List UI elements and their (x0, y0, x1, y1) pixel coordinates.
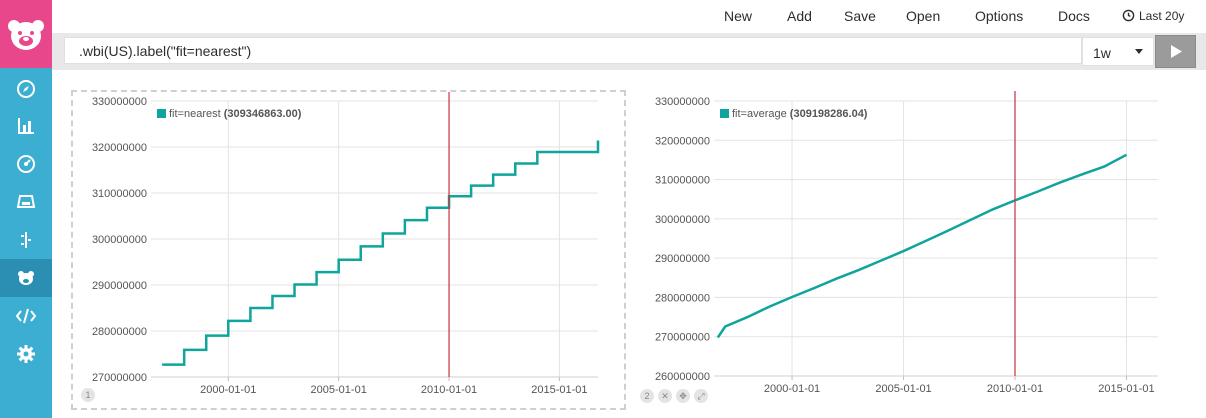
move-panel-icon[interactable]: ✥ (676, 389, 690, 403)
interval-select[interactable]: 1w (1082, 37, 1154, 66)
x-tick-label: 2015-01-01 (1098, 383, 1154, 395)
sidebar-item-dashboard[interactable] (0, 145, 52, 183)
sidebar-item-timelion[interactable] (0, 259, 52, 297)
sidebar-item-apps[interactable] (0, 183, 52, 221)
sidebar-item-settings[interactable] (0, 335, 52, 373)
docs-button[interactable]: Docs (1058, 8, 1090, 24)
panel-index-badge: 2 (640, 389, 654, 403)
compass-icon (17, 80, 35, 98)
y-tick-label: 280000000 (655, 292, 710, 304)
series-line (162, 140, 600, 366)
chart-1: 270000000 280000000 290000000 300000000 3100… (92, 91, 600, 396)
y-tick-label: 330000000 (655, 96, 710, 108)
x-tick-label: 2010-01-01 (987, 383, 1043, 395)
legend-series-name: fit=average (732, 108, 790, 120)
caret-down-icon (1135, 49, 1143, 54)
dashboard-icon (17, 155, 35, 173)
y-tick-label: 260000000 (655, 371, 710, 383)
panel-index-badge: 1 (81, 388, 95, 402)
logo[interactable] (0, 0, 52, 68)
bar-chart-icon (18, 118, 34, 134)
sheet: 270000000 280000000 290000000 300000000 3100… (52, 70, 1206, 418)
y-tick-label: 300000000 (655, 214, 710, 226)
y-tick-label: 300000000 (92, 234, 147, 246)
x-tick-label: 2010-01-01 (421, 384, 477, 396)
chart-2: 260000000 270000000 280000000 290000000 3000… (655, 91, 1158, 395)
expression-input[interactable]: .wbi(US).label("fit=nearest") (64, 37, 1082, 64)
chart-panel-1[interactable]: 270000000 280000000 290000000 300000000 3100… (71, 90, 626, 410)
y-tick-label: 270000000 (655, 332, 710, 344)
code-icon (15, 308, 37, 324)
y-tick-label: 330000000 (92, 96, 147, 108)
legend-swatch (157, 109, 166, 118)
save-button[interactable]: Save (844, 8, 876, 24)
y-tick-label: 280000000 (92, 326, 147, 338)
add-button[interactable]: Add (787, 8, 812, 24)
y-tick-label: 320000000 (92, 142, 147, 154)
time-range-label: Last 20y (1139, 9, 1185, 23)
query-bar: .wbi(US).label("fit=nearest") 1w (52, 33, 1206, 70)
legend-series-name: fit=nearest (169, 108, 224, 120)
tray-icon (16, 195, 36, 208)
new-button[interactable]: New (724, 8, 753, 24)
sidebar-item-timeline[interactable] (0, 221, 52, 259)
legend-label: fit=average (309198286.04) (732, 108, 868, 120)
sidebar-item-devtools[interactable] (0, 297, 52, 335)
x-tick-label: 2000-01-01 (764, 383, 820, 395)
y-tick-label: 310000000 (655, 175, 710, 187)
legend-series-value: (309198286.04) (790, 108, 868, 120)
top-menu: New Add Save Open Options Docs Last 20y (52, 0, 1206, 33)
clock-icon (1122, 9, 1135, 22)
sidebar-item-visualize[interactable] (0, 107, 52, 145)
y-tick-label: 290000000 (92, 280, 147, 292)
y-tick-label: 320000000 (655, 135, 710, 147)
sidebar-item-discover[interactable] (0, 70, 52, 108)
options-button[interactable]: Options (975, 8, 1024, 24)
bear-logo-icon (8, 20, 44, 50)
x-tick-label: 2005-01-01 (311, 384, 367, 396)
expand-panel-icon[interactable]: ⤢ (694, 389, 708, 403)
x-tick-label: 2000-01-01 (200, 384, 256, 396)
x-tick-label: 2015-01-01 (531, 384, 587, 396)
remove-panel-icon[interactable]: ✕ (658, 389, 672, 403)
chart-panel-2[interactable]: 260000000 270000000 280000000 290000000 3000… (630, 90, 1190, 412)
legend-label: fit=nearest (309346863.00) (169, 108, 302, 120)
legend-series-value: (309346863.00) (224, 108, 302, 120)
interval-value: 1w (1093, 45, 1111, 61)
gear-icon (17, 345, 35, 363)
play-icon (1170, 45, 1182, 58)
y-tick-label: 310000000 (92, 188, 147, 200)
y-tick-label: 290000000 (655, 253, 710, 265)
x-tick-label: 2005-01-01 (875, 383, 931, 395)
y-tick-label: 270000000 (92, 372, 147, 384)
sidebar (0, 0, 52, 418)
series-line (716, 153, 1128, 339)
bear-icon (18, 271, 34, 285)
time-picker[interactable]: Last 20y (1122, 9, 1184, 23)
run-button[interactable] (1155, 35, 1196, 68)
legend-swatch (720, 109, 729, 118)
timeline-icon (21, 232, 31, 248)
open-button[interactable]: Open (906, 8, 941, 24)
